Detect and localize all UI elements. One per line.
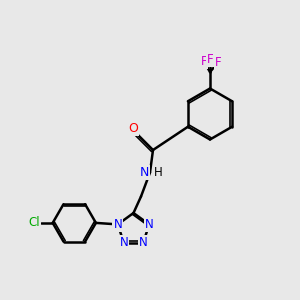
Text: F: F (215, 56, 221, 69)
Text: N: N (145, 218, 154, 231)
Text: N: N (113, 218, 122, 231)
Text: N: N (139, 236, 148, 249)
Text: Cl: Cl (28, 216, 40, 230)
Text: N: N (140, 166, 149, 179)
Text: F: F (200, 55, 207, 68)
Text: H: H (154, 166, 163, 179)
Text: O: O (128, 122, 138, 135)
Text: N: N (119, 236, 128, 249)
Text: F: F (207, 53, 213, 66)
